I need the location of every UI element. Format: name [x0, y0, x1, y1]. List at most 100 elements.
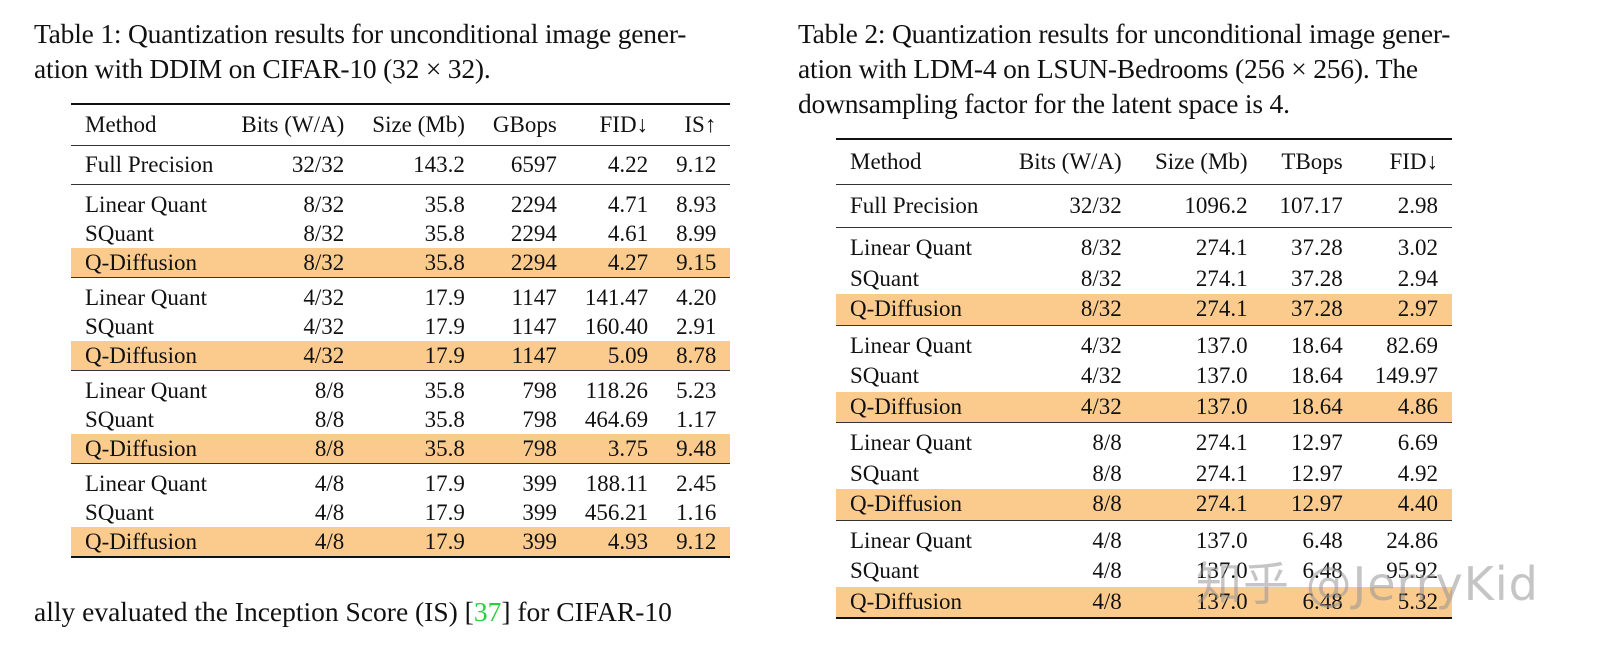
group-4-32: Linear Quant 4/32 137.0 18.64 82.69 SQua… [836, 325, 1452, 423]
left-column: Table 1: Quantization results for uncond… [34, 0, 754, 627]
cell-gbops: 1147 [511, 314, 557, 339]
table-row-highlighted: Q-Diffusion 8/32 35.8 2294 4.27 9.15 [71, 248, 731, 278]
cell-method: Linear Quant [850, 430, 972, 455]
table-row: SQuant 8/8 274.1 12.97 4.92 [836, 459, 1452, 490]
cell-method: Linear Quant [850, 235, 972, 260]
cell-size: 17.9 [424, 471, 465, 496]
cell-bits: 8/32 [1080, 235, 1122, 260]
cell-fid: 2.97 [1356, 294, 1452, 325]
cell-tbops: 37.28 [1291, 265, 1343, 291]
cell-method: Full Precision [850, 193, 979, 218]
cell-size: 17.9 [358, 341, 479, 371]
cell-fid: 82.69 [1386, 332, 1438, 358]
header-fid: FID↓ [1389, 149, 1438, 174]
cell-bits: 4/32 [227, 341, 359, 371]
cell-gbops: 798 [522, 407, 557, 432]
cell-size: 17.9 [424, 314, 465, 339]
group-4-8: Linear Quant 4/8 137.0 6.48 24.86 SQuant… [836, 520, 1452, 618]
cell-size: 35.8 [358, 248, 479, 278]
table-row: Linear Quant 4/32 17.9 1147 141.47 4.20 [71, 278, 730, 313]
cell-method: Linear Quant [850, 527, 972, 553]
cell-bits: 4/8 [1092, 527, 1122, 553]
cell-fid-best: 5.32 [1356, 586, 1452, 618]
table-row: SQuant 4/8 17.9 399 456.21 1.16 [71, 498, 730, 527]
cell-bits: 8/8 [999, 489, 1136, 520]
cell-method: Q-Diffusion [836, 489, 1000, 520]
cell-bits: 8/8 [227, 434, 359, 464]
cell-bits: 8/8 [314, 378, 345, 403]
body-paragraph: ally evaluated the Inception Score (IS) … [34, 594, 672, 629]
cell-fid: 4.22 [607, 152, 649, 177]
cell-fid: 456.21 [584, 500, 649, 525]
cell-bits: 8/32 [303, 192, 345, 217]
table-row: SQuant 4/32 137.0 18.64 149.97 [836, 361, 1452, 392]
cell-fid: 2.98 [1397, 193, 1438, 218]
group-8-32: Linear Quant 8/32 274.1 37.28 3.02 SQuan… [836, 227, 1452, 325]
cell-size: 17.9 [424, 500, 465, 525]
cell-tbops: 12.97 [1291, 460, 1343, 486]
cell-size: 274.1 [1195, 430, 1248, 455]
cell-fid: 24.86 [1386, 527, 1438, 553]
citation-link[interactable]: 37 [473, 596, 502, 627]
cell-bits: 4/32 [999, 391, 1136, 423]
table-header-row: Method Bits (W/A) Size (Mb) GBops FID↓ I… [71, 104, 731, 146]
cell-size: 35.8 [424, 221, 465, 246]
header-method: Method [85, 112, 157, 137]
cell-size: 35.8 [424, 378, 465, 403]
table-row: SQuant 8/32 274.1 37.28 2.94 [836, 264, 1452, 295]
right-column: Table 2: Quantization results for uncond… [798, 0, 1538, 618]
cell-fid-best: 4.40 [1356, 489, 1452, 520]
caption-line: Table 1: Quantization results for uncond… [34, 18, 687, 49]
cell-size: 137.0 [1195, 363, 1248, 388]
cell-bits: 4/8 [314, 500, 345, 525]
cell-size: 274.1 [1195, 460, 1248, 486]
header-method: Method [850, 149, 922, 174]
cell-method: Q-Diffusion [836, 294, 1000, 325]
cell-bits: 8/32 [227, 248, 359, 278]
cell-method: SQuant [85, 314, 154, 339]
table-row: Linear Quant 4/8 137.0 6.48 24.86 [836, 520, 1452, 556]
body-text-segment: ] for CIFAR-10 [501, 596, 672, 627]
cell-method: Linear Quant [850, 332, 972, 358]
table-row: Linear Quant 4/32 137.0 18.64 82.69 [836, 325, 1452, 361]
cell-tbops: 18.64 [1291, 363, 1343, 388]
cell-size: 137.0 [1195, 527, 1248, 553]
table-row: SQuant 4/32 17.9 1147 160.40 2.91 [71, 312, 730, 341]
group-4-8: Linear Quant 4/8 17.9 399 188.11 2.45 SQ… [71, 463, 731, 557]
table-header-row: Method Bits (W/A) Size (Mb) TBops FID↓ [836, 139, 1452, 185]
cell-method: Linear Quant [85, 471, 207, 496]
cell-method: SQuant [850, 558, 919, 583]
cell-method: SQuant [85, 221, 154, 246]
cell-size: 137.0 [1195, 558, 1248, 583]
cell-method: Q-Diffusion [71, 434, 228, 464]
cell-gbops: 6597 [510, 152, 557, 177]
cell-gbops: 399 [522, 500, 557, 525]
cell-gbops: 1147 [478, 341, 571, 371]
table-row: Linear Quant 8/32 35.8 2294 4.71 8.93 [71, 185, 730, 220]
cell-method: Q-Diffusion [71, 248, 228, 278]
cell-method: SQuant [850, 265, 919, 291]
cell-is: 8.93 [676, 192, 717, 217]
cell-fid: 141.47 [584, 285, 649, 310]
cell-tbops: 107.17 [1279, 193, 1343, 218]
cell-bits: 8/8 [314, 407, 345, 432]
cell-is: 2.45 [676, 471, 717, 496]
caption-line: ation with LDM-4 on LSUN-Bedrooms (256 ×… [798, 53, 1418, 84]
cell-fid: 95.92 [1386, 558, 1438, 583]
cell-is: 1.17 [676, 407, 717, 432]
cell-size: 274.1 [1135, 294, 1262, 325]
header-gbops: GBops [492, 112, 557, 137]
cell-size: 274.1 [1195, 265, 1248, 291]
cell-is: 1.16 [676, 500, 717, 525]
cell-bits: 4/8 [1092, 558, 1122, 583]
cell-tbops: 18.64 [1291, 332, 1343, 358]
cell-fid-best: 4.27 [570, 248, 663, 278]
cell-method: SQuant [85, 500, 154, 525]
cell-fid: 3.02 [1397, 235, 1438, 260]
group-8-32: Linear Quant 8/32 35.8 2294 4.71 8.93 SQ… [71, 184, 731, 278]
cell-is: 2.91 [676, 314, 717, 339]
cell-method: Q-Diffusion [71, 527, 228, 557]
cell-fid: 4.71 [607, 192, 649, 217]
cell-method: SQuant [850, 460, 919, 486]
cell-size: 143.2 [413, 152, 465, 177]
